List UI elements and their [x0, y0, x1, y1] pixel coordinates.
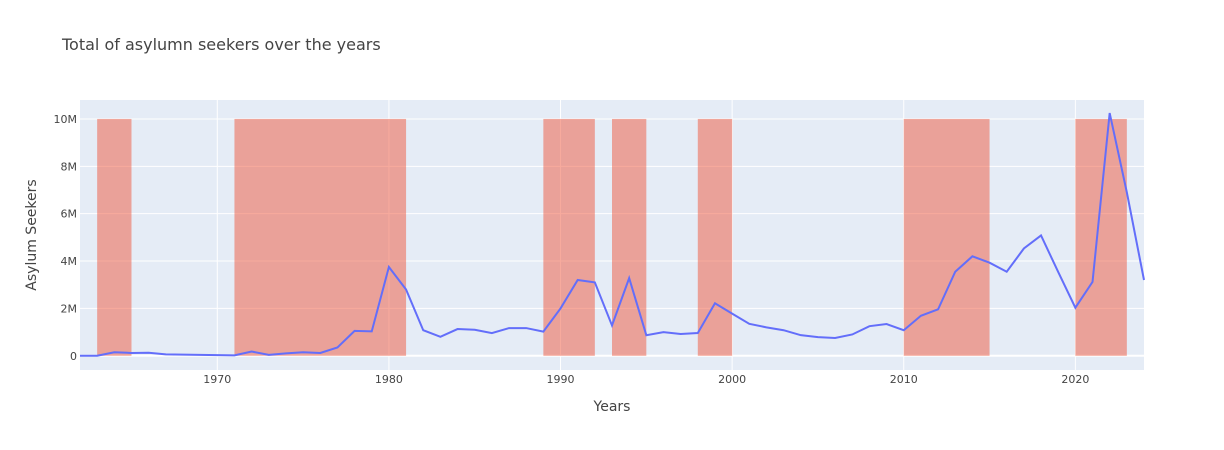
- highlight-band: [234, 118, 407, 356]
- highlight-band: [543, 118, 595, 356]
- y-tick-label: 0: [70, 350, 77, 363]
- chart-title: Total of asylumn seekers over the years: [61, 35, 381, 54]
- y-tick-labels: 0 2M 4M 6M 8M 10M: [54, 113, 78, 363]
- y-tick-label: 10M: [54, 113, 78, 126]
- highlight-band: [903, 118, 990, 356]
- highlight-band: [697, 118, 733, 356]
- y-tick-label: 4M: [61, 255, 78, 268]
- x-tick-label: 1970: [203, 373, 231, 386]
- y-tick-label: 8M: [61, 160, 78, 173]
- highlight-band: [97, 118, 132, 356]
- x-axis-title: Years: [593, 399, 631, 415]
- x-tick-labels: 1970 1980 1990 2000 2010 2020: [203, 373, 1089, 386]
- y-axis-title: Asylum Seekers: [24, 179, 40, 290]
- x-tick-label: 2010: [890, 373, 918, 386]
- x-tick-label: 1990: [547, 373, 575, 386]
- y-tick-label: 2M: [61, 302, 78, 315]
- series-line: [80, 112, 1145, 357]
- highlight-band: [1075, 118, 1127, 356]
- y-tick-label: 6M: [61, 208, 78, 221]
- x-tick-label: 2000: [718, 373, 746, 386]
- highlight-bands: [97, 118, 1127, 356]
- x-tick-label: 1980: [375, 373, 403, 386]
- x-tick-label: 2020: [1061, 373, 1089, 386]
